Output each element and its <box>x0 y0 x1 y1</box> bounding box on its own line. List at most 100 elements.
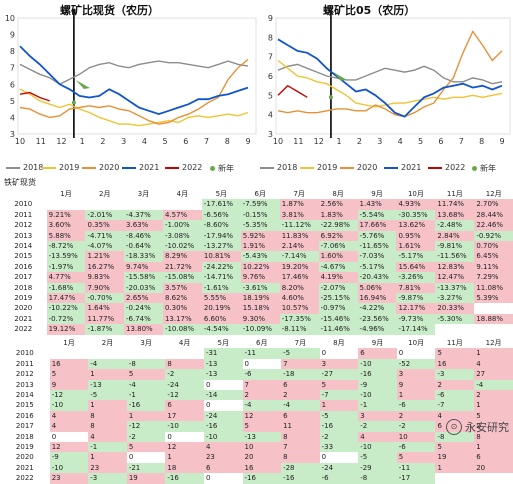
x-tick-label: 1 <box>337 137 342 146</box>
value-cell: 3.81% <box>279 209 319 221</box>
value-cell: -10 <box>358 442 397 453</box>
month-header: 3月 <box>137 190 150 198</box>
value-cell: 2.56% <box>318 199 358 210</box>
value-cell: -1.68% <box>46 282 86 294</box>
value-cell: 0.35% <box>85 220 125 231</box>
month-header: 1月 <box>60 190 72 198</box>
legend-swatch <box>428 166 442 169</box>
value-cell: 6 <box>358 348 397 359</box>
value-cell: -3 <box>88 473 127 484</box>
table-row: 2018 -1.68% 7.90% -20.03% 3.57% -1.61% -3.61% 8… <box>0 282 513 294</box>
year-cell: 2016 <box>14 262 33 271</box>
y-tick-label: 3 <box>268 130 273 139</box>
y-tick-label: 7 <box>268 53 273 62</box>
legend-swatch <box>6 166 20 169</box>
value-cell: 8.20% <box>279 282 319 294</box>
value-cell: 0 <box>203 473 243 484</box>
value-cell: 1.43% <box>357 199 397 210</box>
value-cell: 5 <box>242 421 282 432</box>
legend-swatch <box>42 166 56 169</box>
value-cell: 9.83% <box>85 272 125 283</box>
x-tick-label: 9 <box>499 137 504 146</box>
value-cell: -10.02% <box>162 241 202 252</box>
value-cell: 5 <box>474 410 513 422</box>
value-cell: -6 <box>319 473 359 484</box>
year-cell: 2013 <box>15 380 34 389</box>
x-tick-label: 12 <box>56 137 66 146</box>
year-cell: 2012 <box>15 370 34 379</box>
value-cell: 8.29% <box>162 251 202 262</box>
x-tick-label: 3 <box>121 137 126 146</box>
value-cell: 7 <box>281 442 320 453</box>
value-cell: -16 <box>242 473 282 484</box>
year-cell: 2010 <box>15 349 34 358</box>
value-cell <box>124 199 163 210</box>
value-cell: -12 <box>49 390 89 401</box>
value-cell: 2 <box>396 410 436 422</box>
series-line-2018 <box>277 63 503 85</box>
value-cell: 12 <box>242 410 282 422</box>
month-header: 1月 <box>63 339 75 347</box>
value-cell <box>88 348 127 359</box>
value-cell: -6.74% <box>124 313 163 325</box>
y-tick-label: 8 <box>10 47 15 56</box>
value-cell: -7 <box>319 390 359 401</box>
value-cell: 17 <box>165 410 204 422</box>
value-cell: 9.11% <box>474 261 513 273</box>
month-header: 6月 <box>256 339 268 347</box>
value-cell <box>474 324 513 335</box>
table-row: 2017 4 8 -12 -10 -16 5 11 -16 -2 -2 6 2 <box>0 421 513 432</box>
chart-legends: 2018 2019 2020 2021 2022 新年 2018 2019 2020 2021 20… <box>0 163 513 175</box>
value-cell: -4 <box>88 358 127 370</box>
month-header: 12月 <box>485 190 502 198</box>
value-cell: 20 <box>242 452 282 463</box>
value-cell: 5 <box>435 442 475 453</box>
value-cell: -4.37% <box>124 209 163 221</box>
value-cell: -10 <box>358 358 397 370</box>
value-cell: -4.54% <box>201 324 241 335</box>
value-cell: -10 <box>203 431 243 443</box>
header-year <box>0 338 50 348</box>
value-cell: -13 <box>88 379 127 391</box>
value-cell: -15.46% <box>318 313 358 325</box>
value-cell: -8 <box>435 431 475 443</box>
value-cell: 0 <box>49 431 89 443</box>
legend-label: 2019 <box>59 163 80 172</box>
year-cell: 2012 <box>14 221 33 230</box>
table-row: 2019 12 -1 5 12 4 10 7 -33 -10 -6 5 1 <box>0 442 513 453</box>
value-cell: -17.61% <box>201 199 241 210</box>
value-cell: 12 <box>165 442 204 453</box>
legend-label: 2022 <box>445 163 466 172</box>
chart-spot-ratio-title: 螺矿比现货（农历） <box>60 4 159 17</box>
value-cell: 1.64% <box>85 303 125 314</box>
value-cell: -13 <box>203 369 243 380</box>
series-line-2021 <box>19 45 249 116</box>
x-tick-label: 11 <box>36 137 46 146</box>
value-cell: 0 <box>203 379 243 391</box>
watermark-text: 永安研究 <box>465 421 509 434</box>
year-cell: 2020 <box>15 453 34 462</box>
value-cell: -7.14% <box>279 251 319 262</box>
month-header: 10月 <box>408 339 425 347</box>
value-cell: 8 <box>88 421 127 432</box>
value-cell: 1 <box>474 348 513 359</box>
value-cell: 15.64% <box>396 261 436 273</box>
value-cell: -3.61% <box>240 282 280 294</box>
value-cell: -6 <box>435 390 475 401</box>
value-cell: -27 <box>319 369 359 380</box>
table-row: 2022 23 -3 19 -16 0 -16 -16 -6 -8 -17 <box>0 473 513 484</box>
year-cell: 2021 <box>15 463 34 472</box>
new-year-arrow <box>332 71 347 81</box>
table-row: 2014 -12 -5 -1 -12 -14 2 2 -7 -10 1 -6 2 <box>0 390 513 401</box>
value-cell: -18.33% <box>124 251 163 262</box>
value-cell: 2 <box>281 390 320 401</box>
value-cell: 4.57% <box>162 209 202 221</box>
x-tick-label: 5 <box>163 137 168 146</box>
series-line-2019 <box>277 59 503 108</box>
year-cell: 2016 <box>15 411 34 420</box>
value-cell: 19.12% <box>46 324 86 335</box>
year-cell: 2015 <box>15 401 34 410</box>
value-cell: 6 <box>165 400 204 411</box>
